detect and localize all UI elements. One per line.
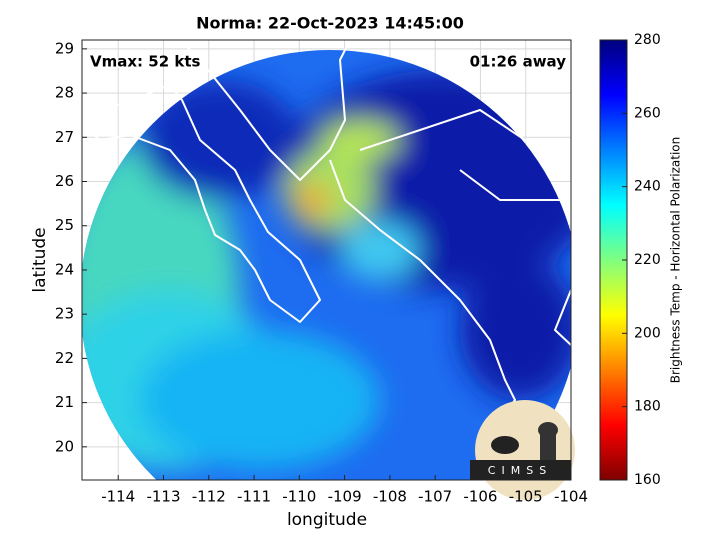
y-tick-label: 28 [55, 84, 74, 102]
x-tick-label: -109 [328, 488, 362, 506]
time-annotation: 01:26 away [470, 53, 567, 71]
y-tick-label: 27 [55, 128, 74, 146]
y-tick-label: 21 [55, 393, 74, 411]
y-tick-label: 24 [55, 260, 74, 278]
logo-text: CIMSS [488, 464, 552, 477]
x-tick-label: -110 [282, 488, 316, 506]
y-tick-label: 29 [55, 39, 74, 57]
vmax-annotation: Vmax: 52 kts [90, 53, 200, 71]
title: Norma: 22-Oct-2023 14:45:00 [196, 14, 464, 33]
y-tick-label: 22 [55, 349, 74, 367]
colorbar-tick-label: 240 [634, 179, 661, 195]
x-tick-label: -104 [554, 488, 588, 506]
colorbar-tick-label: 220 [634, 252, 661, 268]
colorbar-tick-label: 180 [634, 399, 661, 415]
y-tick-label: 20 [55, 437, 74, 455]
x-tick-label: -105 [509, 488, 543, 506]
x-tick-label: -106 [463, 488, 497, 506]
axes-frame [81, 39, 572, 481]
y-axis-label: latitude [30, 227, 50, 292]
y-tick-label: 25 [55, 216, 74, 234]
x-tick-label: -111 [237, 488, 271, 506]
y-tick-label: 26 [55, 172, 74, 190]
x-tick-label: -112 [192, 488, 226, 506]
x-tick-label: -114 [101, 488, 135, 506]
colorbar-tick-label: 280 [634, 32, 661, 48]
x-tick-label: -108 [373, 488, 407, 506]
colorbar-tick-label: 160 [634, 472, 661, 488]
colorbar-label: Brightness Temp - Horizontal Polarizatio… [669, 137, 683, 384]
swath [82, 40, 571, 480]
colorbar-tick-label: 260 [634, 105, 661, 121]
x-tick-label: -107 [418, 488, 452, 506]
y-tick-label: 23 [55, 305, 74, 323]
x-tick-label: -113 [146, 488, 180, 506]
logo: CIMSS [470, 400, 575, 500]
colorbar-tick-label: 200 [634, 325, 661, 341]
x-axis-label: longitude [287, 510, 367, 530]
